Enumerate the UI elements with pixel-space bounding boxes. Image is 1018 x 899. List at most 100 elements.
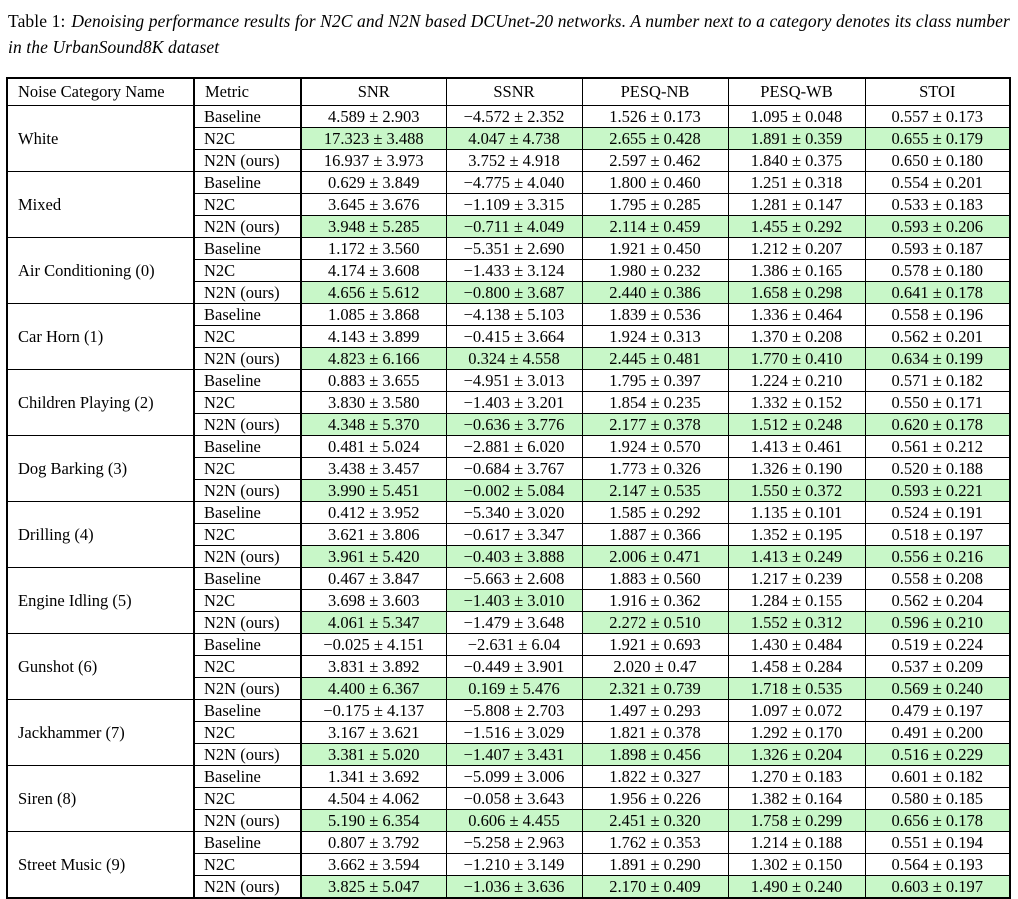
- value-cell: 2.272 ± 0.510: [581, 610, 729, 634]
- table-row: N2N (ours) 3.990 ± 5.451 −0.002 ± 5.084 2.1…: [7, 478, 1011, 502]
- metric-cell: Baseline: [193, 632, 302, 656]
- table-caption-text: Denoising performance results for N2C an…: [8, 11, 1010, 58]
- metric-cell: N2N (ours): [193, 742, 302, 766]
- table-row: Dog Barking (3) Baseline 0.481 ± 5.024 −2.8…: [6, 434, 1011, 502]
- metric-cell: Baseline: [193, 764, 302, 788]
- value-cell: 0.593 ± 0.187: [864, 236, 1011, 260]
- value-cell: 1.526 ± 0.173: [581, 104, 729, 128]
- value-cell: −1.403 ± 3.201: [445, 390, 583, 414]
- category-cell: Air Conditioning (0): [6, 236, 195, 304]
- value-cell: 3.752 ± 4.918: [445, 148, 583, 172]
- table-row: N2N (ours) 5.190 ± 6.354 0.606 ± 4.455 2.45…: [7, 808, 1011, 832]
- value-cell: 1.326 ± 0.190: [727, 456, 866, 480]
- category-cell: Drilling (4): [6, 500, 195, 568]
- table-row: Children Playing (2) Baseline 0.883 ± 3.65…: [6, 368, 1011, 436]
- value-cell: −1.210 ± 3.149: [445, 852, 583, 876]
- value-cell: 1.332 ± 0.152: [727, 390, 866, 414]
- value-cell: 1.386 ± 0.165: [727, 258, 866, 282]
- value-cell: −0.415 ± 3.664: [445, 324, 583, 348]
- value-cell: 3.645 ± 3.676: [300, 192, 447, 216]
- value-cell: 2.020 ± 0.47: [581, 654, 729, 678]
- metric-cell: N2N (ours): [193, 808, 302, 832]
- table-body: White Baseline 4.589 ± 2.903 −4.572 ± 2.352…: [6, 104, 1011, 898]
- value-cell: 3.948 ± 5.285: [300, 214, 447, 238]
- value-cell: 1.770 ± 0.410: [727, 346, 866, 370]
- value-cell: −0.175 ± 4.137: [300, 698, 447, 722]
- table-row: N2N (ours) 4.400 ± 6.367 0.169 ± 5.476 2.32…: [7, 676, 1011, 700]
- value-cell: 0.467 ± 3.847: [300, 566, 447, 590]
- column-header-ssnr: SSNR: [445, 77, 583, 106]
- metric-cell: N2C: [193, 126, 302, 150]
- value-cell: 4.823 ± 6.166: [300, 346, 447, 370]
- value-cell: 16.937 ± 3.973: [300, 148, 447, 172]
- value-cell: 2.006 ± 0.471: [581, 544, 729, 568]
- value-cell: 1.891 ± 0.359: [727, 126, 866, 150]
- value-cell: 0.562 ± 0.204: [864, 588, 1011, 612]
- value-cell: −4.775 ± 4.040: [445, 170, 583, 194]
- value-cell: 2.655 ± 0.428: [581, 126, 729, 150]
- value-cell: 1.887 ± 0.366: [581, 522, 729, 546]
- metric-cell: N2N (ours): [193, 478, 302, 502]
- column-header-snr: SNR: [300, 77, 447, 106]
- value-cell: 2.440 ± 0.386: [581, 280, 729, 304]
- table-caption-label: Table 1:: [8, 11, 66, 31]
- value-cell: −0.617 ± 3.347: [445, 522, 583, 546]
- value-cell: 0.516 ± 0.229: [864, 742, 1011, 766]
- value-cell: 1.840 ± 0.375: [727, 148, 866, 172]
- table-row: N2N (ours) 16.937 ± 3.973 3.752 ± 4.918 2.5…: [7, 148, 1011, 172]
- value-cell: 0.520 ± 0.188: [864, 456, 1011, 480]
- value-cell: 1.217 ± 0.239: [727, 566, 866, 590]
- table-row: White Baseline 4.589 ± 2.903 −4.572 ± 2.352…: [6, 104, 1011, 172]
- metric-cell: N2C: [193, 456, 302, 480]
- value-cell: 1.341 ± 3.692: [300, 764, 447, 788]
- value-cell: 1.758 ± 0.299: [727, 808, 866, 832]
- value-cell: 1.891 ± 0.290: [581, 852, 729, 876]
- metric-cell: Baseline: [193, 434, 302, 458]
- value-cell: 0.324 ± 4.558: [445, 346, 583, 370]
- metric-cell: N2N (ours): [193, 412, 302, 436]
- value-cell: −5.351 ± 2.690: [445, 236, 583, 260]
- value-cell: 1.302 ± 0.150: [727, 852, 866, 876]
- value-cell: 0.606 ± 4.455: [445, 808, 583, 832]
- value-cell: 1.839 ± 0.536: [581, 302, 729, 326]
- value-cell: 1.135 ± 0.101: [727, 500, 866, 524]
- table-row: Air Conditioning (0) Baseline 1.172 ± 3.56…: [6, 236, 1011, 304]
- value-cell: 1.718 ± 0.535: [727, 676, 866, 700]
- value-cell: 1.413 ± 0.461: [727, 434, 866, 458]
- category-cell: Mixed: [6, 170, 195, 238]
- table-row: N2N (ours) 4.348 ± 5.370 −0.636 ± 3.776 2.1…: [7, 412, 1011, 436]
- value-cell: 0.412 ± 3.952: [300, 500, 447, 524]
- metric-cell: Baseline: [193, 170, 302, 194]
- value-cell: 1.854 ± 0.235: [581, 390, 729, 414]
- table-row: N2N (ours) 4.061 ± 5.347 −1.479 ± 3.648 2.2…: [7, 610, 1011, 634]
- value-cell: −1.109 ± 3.315: [445, 192, 583, 216]
- value-cell: 1.916 ± 0.362: [581, 588, 729, 612]
- metric-cell: N2C: [193, 588, 302, 612]
- metric-cell: N2N (ours): [193, 346, 302, 370]
- value-cell: 1.284 ± 0.155: [727, 588, 866, 612]
- value-cell: 1.552 ± 0.312: [727, 610, 866, 634]
- value-cell: 2.451 ± 0.320: [581, 808, 729, 832]
- table-row: Mixed Baseline 0.629 ± 3.849 −4.775 ± 4.040…: [6, 170, 1011, 238]
- value-cell: 1.497 ± 0.293: [581, 698, 729, 722]
- value-cell: 0.537 ± 0.209: [864, 654, 1011, 678]
- value-cell: 1.326 ± 0.204: [727, 742, 866, 766]
- value-cell: 2.170 ± 0.409: [581, 874, 729, 898]
- value-cell: 1.270 ± 0.183: [727, 764, 866, 788]
- value-cell: −2.881 ± 6.020: [445, 434, 583, 458]
- metric-cell: N2N (ours): [193, 214, 302, 238]
- table-row: N2C 3.698 ± 3.603 −1.403 ± 3.010 1.916 ± 0.…: [7, 588, 1011, 612]
- value-cell: −5.340 ± 3.020: [445, 500, 583, 524]
- value-cell: 0.564 ± 0.193: [864, 852, 1011, 876]
- metric-cell: N2N (ours): [193, 280, 302, 304]
- value-cell: 0.524 ± 0.191: [864, 500, 1011, 524]
- metric-cell: N2C: [193, 324, 302, 348]
- value-cell: 0.578 ± 0.180: [864, 258, 1011, 282]
- value-cell: 1.883 ± 0.560: [581, 566, 729, 590]
- value-cell: 1.214 ± 0.188: [727, 830, 866, 854]
- category-cell: Street Music (9): [6, 830, 195, 898]
- value-cell: 1.292 ± 0.170: [727, 720, 866, 744]
- value-cell: 3.961 ± 5.420: [300, 544, 447, 568]
- value-cell: 4.047 ± 4.738: [445, 126, 583, 150]
